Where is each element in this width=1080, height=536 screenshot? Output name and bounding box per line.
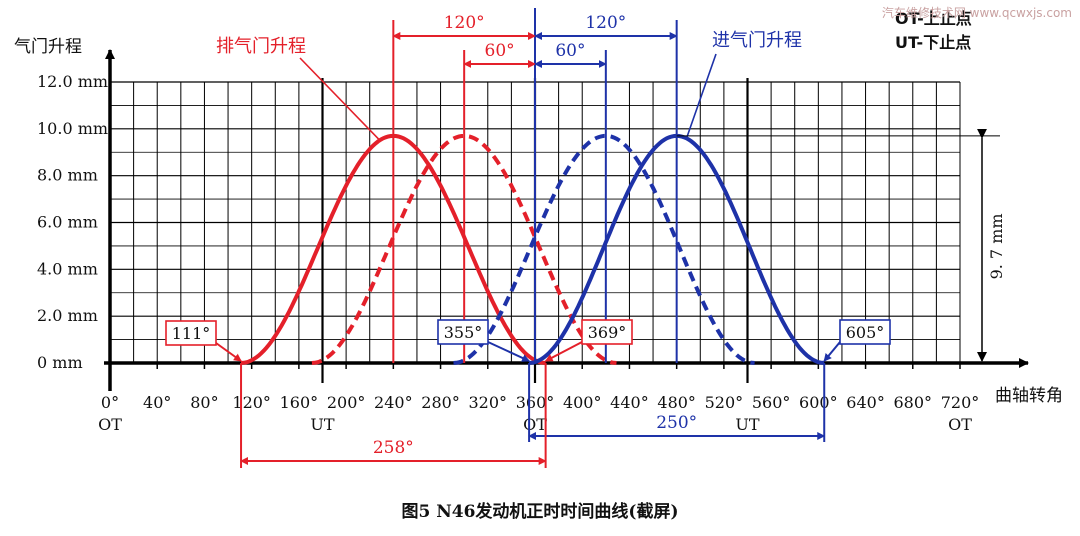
- x-tick-label: 720°: [941, 393, 980, 412]
- intake-leader-line: [685, 53, 717, 139]
- callout-box: [581, 319, 633, 345]
- x-tick-label: 360°: [516, 393, 555, 412]
- dead-center-label: UT: [310, 415, 334, 434]
- legend-ot: OT-上止点: [895, 9, 972, 28]
- exhaust-series-label: 排气门升程: [216, 36, 306, 57]
- x-tick-label: 400°: [563, 393, 602, 412]
- callout-label: 355°: [444, 323, 483, 342]
- span-label: 120°: [585, 13, 626, 33]
- x-tick-label: 120°: [232, 393, 271, 412]
- callout-arrow: [544, 341, 583, 362]
- callout-label: 111°: [172, 324, 211, 343]
- x-axis-title: 曲轴转角: [995, 386, 1063, 406]
- x-tick-label: 160°: [280, 393, 319, 412]
- y-tick-label: 2.0 mm: [37, 306, 98, 325]
- x-tick-label: 440°: [610, 393, 649, 412]
- span-label: 60°: [485, 41, 515, 61]
- span-label: 120°: [444, 13, 485, 33]
- y-tick-label: 6.0 mm: [37, 213, 98, 232]
- x-tick-label: 520°: [705, 393, 744, 412]
- callout-arrow: [215, 342, 242, 362]
- dead-center-label: OT: [523, 415, 547, 434]
- y-tick-label: 8.0 mm: [37, 166, 98, 185]
- dead-center-label: OT: [948, 415, 972, 434]
- span-label: 250°: [656, 413, 697, 433]
- y-axis-title: 气门升程: [14, 37, 82, 57]
- y-tick-label: 12.0 mm: [37, 72, 108, 91]
- intake-lift-curve-dashed: [453, 133, 755, 365]
- callout-label: 605°: [846, 323, 885, 342]
- x-tick-label: 320°: [469, 393, 508, 412]
- callout-arrow: [487, 341, 531, 362]
- span-label: 258°: [373, 438, 414, 458]
- x-tick-label: 240°: [374, 393, 413, 412]
- legend-ut: UT-下止点: [895, 33, 971, 52]
- callout-box: [839, 319, 891, 345]
- figure-caption: 图5 N46发动机正时时间曲线(截屏): [401, 502, 679, 522]
- x-tick-label: 40°: [143, 393, 171, 412]
- x-tick-label: 0°: [101, 393, 119, 412]
- y-tick-label: 10.0 mm: [37, 119, 108, 138]
- callout-box: [437, 319, 489, 345]
- x-tick-label: 600°: [799, 393, 838, 412]
- x-tick-label: 80°: [190, 393, 218, 412]
- watermark: 汽车维修技术网 www.qcwxjs.com: [881, 6, 1072, 20]
- peak-height-label: 9. 7 mm: [987, 213, 1006, 279]
- callout-label: 369°: [588, 323, 627, 342]
- callout-box: [165, 320, 217, 346]
- callout-arrow: [823, 341, 841, 362]
- x-tick-label: 640°: [846, 393, 885, 412]
- exhaust-lift-curve-dashed: [311, 133, 617, 365]
- dead-center-label: OT: [98, 415, 122, 434]
- x-tick-label: 480°: [657, 393, 696, 412]
- intake-series-label: 进气门升程: [712, 30, 802, 51]
- exhaust-leader-line: [299, 57, 380, 141]
- x-tick-label: 680°: [894, 393, 933, 412]
- span-label: 60°: [555, 41, 585, 61]
- x-tick-label: 280°: [421, 393, 460, 412]
- x-tick-label: 200°: [327, 393, 366, 412]
- y-tick-label: 0 mm: [37, 353, 83, 372]
- series-group: [240, 133, 825, 365]
- x-tick-label: 560°: [752, 393, 791, 412]
- dead-center-label: UT: [735, 415, 759, 434]
- y-tick-label: 4.0 mm: [37, 259, 98, 278]
